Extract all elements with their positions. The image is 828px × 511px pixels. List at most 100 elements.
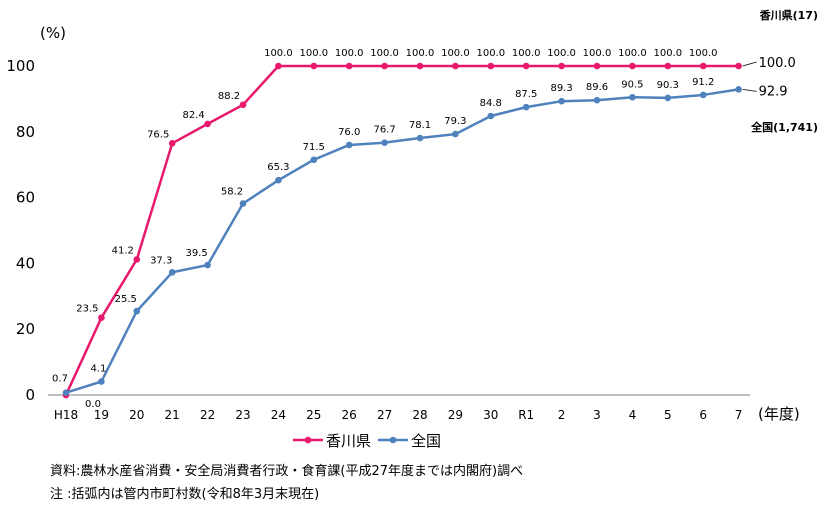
end-label: 100.0 bbox=[759, 56, 796, 71]
data-point bbox=[345, 62, 353, 70]
data-point bbox=[381, 62, 388, 70]
data-label: 4.1 bbox=[90, 364, 106, 375]
data-labels: 0.0 23.5 41.2 76.5 82.4 88.2 100.0 100.0 100.0 10… bbox=[52, 48, 717, 410]
x-unit-label: (年度) bbox=[758, 405, 800, 423]
x-tick-label: 21 bbox=[165, 408, 180, 422]
data-point bbox=[558, 97, 565, 105]
data-point bbox=[452, 62, 459, 70]
data-label: 88.2 bbox=[218, 91, 240, 102]
x-tick-label: 3 bbox=[593, 408, 601, 422]
data-point bbox=[275, 62, 282, 70]
x-tick-label: 22 bbox=[200, 408, 215, 422]
data-point bbox=[699, 91, 707, 99]
data-point bbox=[98, 314, 105, 321]
data-point bbox=[699, 62, 707, 70]
data-point bbox=[133, 256, 141, 263]
data-label: 65.3 bbox=[267, 162, 289, 173]
leader-line bbox=[742, 88, 757, 92]
data-point bbox=[416, 134, 424, 142]
data-point bbox=[310, 62, 318, 70]
x-tick-label: 2 bbox=[558, 408, 566, 422]
y-tick-label: 20 bbox=[16, 320, 35, 338]
data-label: 100.0 bbox=[476, 48, 505, 59]
series-line bbox=[64, 64, 739, 396]
legend: 香川県 全国 bbox=[293, 432, 441, 450]
y-tick-label: 60 bbox=[16, 189, 35, 207]
data-label: 87.5 bbox=[515, 89, 537, 100]
data-label: 91.2 bbox=[692, 77, 714, 88]
data-point bbox=[487, 62, 495, 70]
leader-line bbox=[742, 61, 757, 67]
source-note: 資料:農林水産省消費・安全局消費者行政・食育課(平成27年度までは内閣府)調べ bbox=[50, 464, 524, 479]
data-point bbox=[168, 140, 176, 147]
x-tick-label: 7 bbox=[735, 408, 743, 422]
x-tick-label: 30 bbox=[483, 408, 498, 422]
x-tick-label: 5 bbox=[664, 408, 672, 422]
x-tick-label: 23 bbox=[235, 408, 250, 422]
data-label: 100.0 bbox=[618, 48, 647, 59]
x-tick-label: 27 bbox=[377, 408, 392, 422]
data-label: 0.0 bbox=[85, 399, 101, 410]
data-label: 71.5 bbox=[303, 142, 325, 153]
y-tick-label: 80 bbox=[16, 123, 35, 141]
data-point bbox=[381, 139, 388, 146]
data-point bbox=[345, 141, 353, 149]
x-tick-label: 4 bbox=[629, 408, 637, 422]
y-tick-label: 100 bbox=[6, 57, 35, 75]
data-label: 0.7 bbox=[52, 374, 68, 385]
data-point bbox=[452, 130, 459, 138]
data-label: 76.0 bbox=[338, 127, 360, 138]
x-tick-label: 26 bbox=[342, 408, 357, 422]
data-label: 82.4 bbox=[182, 110, 204, 121]
data-point bbox=[522, 103, 530, 111]
data-label: 100.0 bbox=[583, 48, 612, 59]
y-tick-label: 40 bbox=[16, 254, 35, 272]
legend-swatch-marker bbox=[389, 436, 397, 444]
data-point bbox=[275, 176, 282, 184]
data-label: 78.1 bbox=[409, 120, 431, 131]
x-tick-label: 29 bbox=[448, 408, 463, 422]
data-label: 39.5 bbox=[185, 248, 207, 259]
footnote: 注 :括弧内は管内市町村数(令和8年3月末現在) bbox=[50, 487, 320, 502]
data-label: 100.0 bbox=[512, 48, 541, 59]
end-label: 92.9 bbox=[759, 84, 788, 99]
data-point bbox=[664, 94, 672, 102]
y-tick-label: 0 bbox=[25, 386, 35, 404]
data-label: 100.0 bbox=[335, 48, 364, 59]
data-label: 100.0 bbox=[299, 48, 328, 59]
data-point bbox=[593, 62, 601, 70]
data-label: 58.2 bbox=[221, 187, 243, 198]
data-point bbox=[168, 268, 176, 276]
x-tick-label: 24 bbox=[271, 408, 286, 422]
data-label: 84.8 bbox=[480, 98, 502, 109]
data-point bbox=[735, 62, 742, 70]
data-label: 100.0 bbox=[547, 48, 576, 59]
data-label: 89.6 bbox=[586, 82, 608, 93]
data-point bbox=[487, 112, 495, 120]
series-annotations: 100.0 92.9 香川県(17) 全国(1,741) bbox=[742, 8, 818, 134]
data-label: 41.2 bbox=[112, 245, 134, 256]
data-point bbox=[558, 62, 565, 70]
data-point bbox=[664, 62, 672, 70]
data-label: 100.0 bbox=[689, 48, 718, 59]
data-point bbox=[629, 93, 636, 101]
x-tick-label: 25 bbox=[306, 408, 321, 422]
x-tick-labels: H18 19 20 21 22 23 24 25 26 27 28 29 30 R1 2 3 4 5 6 7 bbox=[54, 408, 743, 422]
legend-swatch-marker bbox=[304, 436, 312, 444]
series-line bbox=[65, 88, 739, 394]
data-label: 25.5 bbox=[115, 294, 137, 305]
data-point bbox=[522, 62, 530, 70]
data-label: 37.3 bbox=[150, 255, 172, 266]
data-point bbox=[204, 120, 211, 128]
data-point bbox=[593, 96, 601, 104]
data-point bbox=[239, 101, 247, 109]
data-point bbox=[310, 156, 318, 164]
series-lines bbox=[62, 62, 742, 399]
data-point bbox=[133, 307, 141, 315]
data-point bbox=[98, 378, 105, 385]
data-point bbox=[416, 62, 424, 70]
data-label: 100.0 bbox=[264, 48, 293, 59]
data-label: 79.3 bbox=[444, 116, 466, 127]
y-unit-label: (%) bbox=[40, 24, 66, 42]
